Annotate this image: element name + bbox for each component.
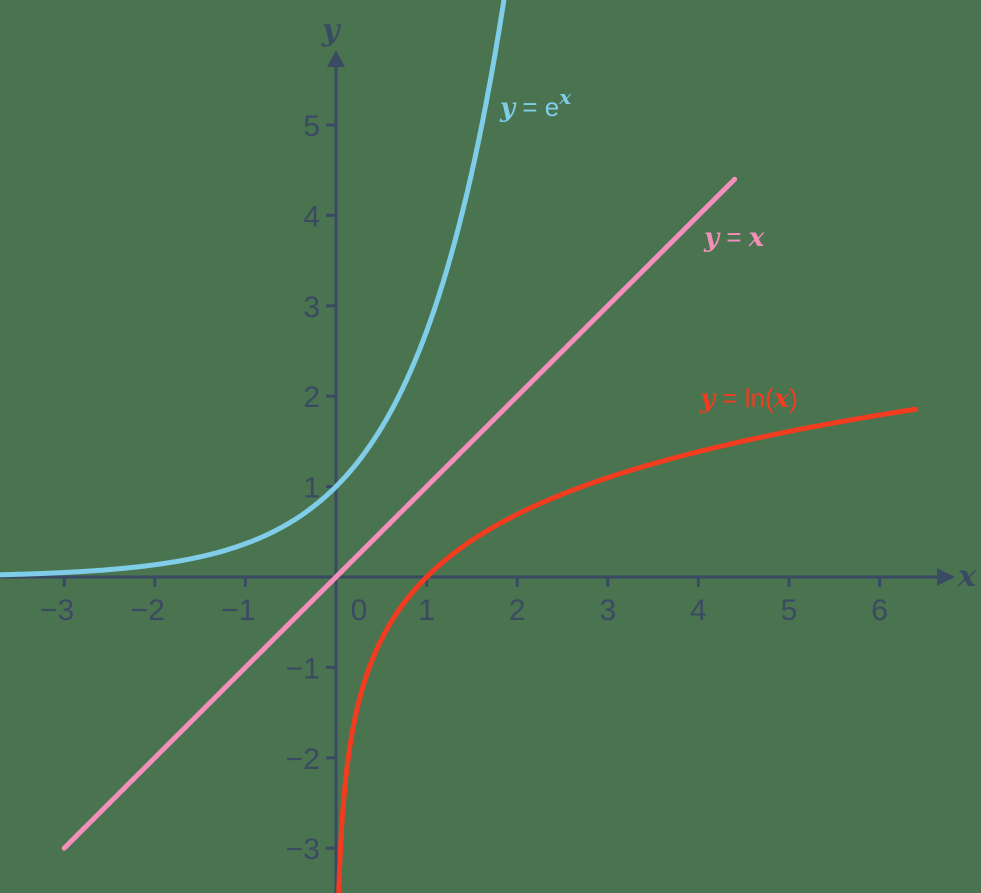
x-tick-label: 6	[871, 594, 888, 627]
x-tick-label: 0	[351, 594, 368, 627]
x-tick-label: −2	[131, 594, 165, 627]
y-tick-label: 4	[303, 200, 320, 233]
label-ln: y = ln(x)	[699, 383, 798, 414]
y-tick-label: −2	[286, 743, 320, 776]
y-tick-label: −1	[286, 652, 320, 685]
y-axis-label: y	[321, 13, 342, 48]
x-axis-label: x	[957, 559, 977, 594]
y-tick-label: −3	[286, 833, 320, 866]
y-tick-label: 3	[303, 291, 320, 324]
curve-exp	[0, 0, 507, 578]
label-identity: y = x	[703, 222, 765, 253]
x-tick-label: 4	[690, 594, 707, 627]
x-tick-label: −1	[221, 594, 255, 627]
x-ticks: −3 −2 −1 0 1 2 3 4 5 6	[40, 577, 888, 627]
y-tick-label: 5	[303, 110, 320, 143]
y-tick-label: 2	[303, 381, 320, 414]
x-tick-label: 3	[599, 594, 616, 627]
y-axis-arrow-icon	[327, 50, 345, 67]
curve-ln	[336, 406, 919, 893]
y-tick-label: 1	[303, 472, 320, 505]
curve-identity	[61, 176, 738, 851]
x-tick-label: 1	[418, 594, 435, 627]
x-tick-label: 5	[781, 594, 798, 627]
x-tick-label: 2	[509, 594, 526, 627]
x-axis-arrow-icon	[937, 568, 955, 586]
label-exp: y = ex	[499, 85, 572, 123]
y-ticks: −3 −2 −1 1 2 3 4 5	[286, 110, 336, 866]
x-tick-label: −3	[40, 594, 74, 627]
axes: x y	[0, 13, 977, 893]
